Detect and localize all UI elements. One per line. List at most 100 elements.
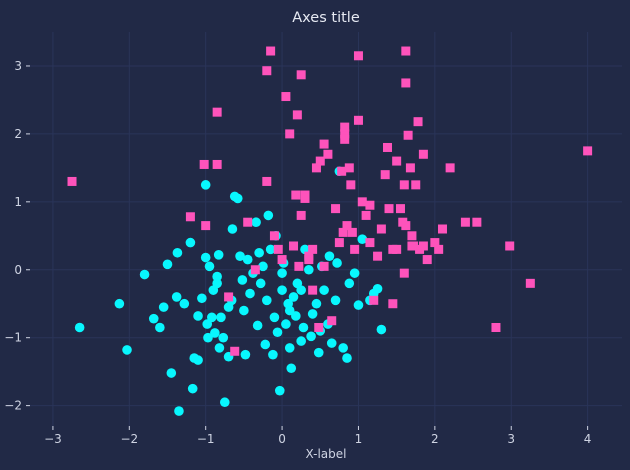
pink-square-point [376, 224, 386, 234]
x-tick-label: −1 [197, 432, 215, 446]
cyan-circle-point [252, 320, 263, 331]
pink-square-point [338, 227, 348, 237]
pink-square-point [308, 244, 318, 254]
pink-square-point [384, 204, 394, 214]
pink-square-point [401, 221, 411, 231]
x-axis-label: X-label [306, 447, 347, 461]
cyan-circle-point [260, 339, 271, 350]
cyan-circle-point [213, 250, 224, 260]
y-tick-label: 1 [14, 195, 22, 209]
pink-square-point [380, 170, 390, 180]
cyan-circle-point [274, 385, 285, 396]
cyan-circle-point [281, 319, 291, 329]
cyan-circle-point [240, 349, 251, 360]
pink-square-point [319, 261, 329, 271]
pink-square-point [224, 292, 234, 302]
pink-square-point [413, 117, 423, 127]
cyan-circle-point [332, 258, 342, 268]
pink-square-point [403, 130, 413, 140]
pink-square-point [212, 107, 222, 117]
pink-square-point [430, 238, 440, 248]
pink-square-point [434, 244, 444, 254]
pink-square-point [401, 78, 411, 88]
pink-square-point [308, 285, 318, 295]
pink-square-point [199, 159, 209, 169]
cyan-circle-point [272, 327, 283, 338]
pink-square-point [294, 261, 304, 271]
cyan-circle-point [174, 406, 184, 416]
cyan-circle-point [298, 322, 309, 333]
pink-square-point [365, 200, 375, 210]
cyan-circle-point [251, 217, 261, 228]
cyan-circle-point [265, 244, 276, 255]
y-tick-label: 2 [14, 127, 22, 141]
pink-square-point [250, 265, 260, 275]
cyan-circle-point [306, 331, 316, 342]
cyan-circle-point [376, 324, 387, 335]
pink-square-point [344, 163, 354, 173]
pink-square-point [323, 149, 333, 159]
pink-square-point [243, 217, 253, 227]
x-tick-label: −2 [120, 432, 138, 446]
pink-square-point [353, 51, 363, 61]
x-tick-label: 3 [507, 432, 515, 446]
pink-square-point [392, 244, 402, 254]
pink-square-point [230, 346, 240, 356]
cyan-circle-point [330, 295, 341, 306]
pink-square-point [292, 110, 302, 120]
pink-square-point [401, 46, 411, 56]
pink-square-point [418, 149, 428, 159]
pink-square-point [285, 129, 295, 139]
cyan-circle-point [203, 332, 213, 343]
cyan-circle-point [357, 234, 368, 244]
pink-square-point [395, 204, 405, 214]
cyan-circle-point [296, 336, 306, 346]
cyan-circle-point [139, 269, 150, 280]
cyan-circle-point [227, 224, 238, 234]
pink-square-point [334, 238, 344, 248]
cyan-circle-point [148, 313, 159, 324]
cyan-circle-point [307, 309, 318, 319]
pink-square-point [314, 323, 324, 332]
pink-square-point [399, 268, 409, 278]
pink-square-point [405, 163, 415, 173]
pink-square-point [315, 156, 325, 166]
pink-square-point [369, 295, 379, 305]
cyan-circle-point [239, 305, 249, 316]
pink-square-point [525, 278, 535, 288]
pink-square-point [350, 244, 360, 254]
cyan-circle-point [216, 312, 226, 323]
cyan-circle-point [187, 383, 198, 394]
cyan-circle-point [172, 247, 183, 258]
cyan-circle-point [232, 193, 243, 204]
cyan-circle-point [242, 254, 253, 265]
pink-square-point [347, 227, 357, 237]
pink-square-point [388, 299, 398, 309]
pink-square-point [67, 176, 77, 186]
pink-square-point [277, 255, 287, 265]
pink-square-point [382, 142, 392, 152]
cyan-circle-point [344, 278, 355, 289]
pink-square-point [422, 255, 432, 265]
pink-square-point [296, 210, 306, 220]
pink-square-point [296, 70, 306, 80]
data-points [67, 46, 593, 416]
cyan-circle-point [263, 210, 274, 221]
pink-square-point [273, 244, 283, 254]
cyan-circle-point [114, 298, 125, 309]
pink-square-point [262, 66, 272, 76]
cyan-circle-point [304, 264, 314, 275]
pink-square-point [291, 190, 301, 200]
cyan-circle-point [342, 353, 352, 363]
cyan-circle-point [74, 322, 85, 333]
pink-square-point [311, 163, 321, 173]
cyan-circle-point [268, 349, 278, 360]
pink-square-point [357, 197, 367, 207]
cyan-circle-point [212, 278, 222, 289]
pink-square-point [281, 92, 291, 102]
cyan-circle-point [179, 298, 190, 309]
grid-lines [30, 32, 622, 426]
cyan-circle-point [122, 345, 132, 355]
cyan-circle-point [212, 271, 222, 282]
